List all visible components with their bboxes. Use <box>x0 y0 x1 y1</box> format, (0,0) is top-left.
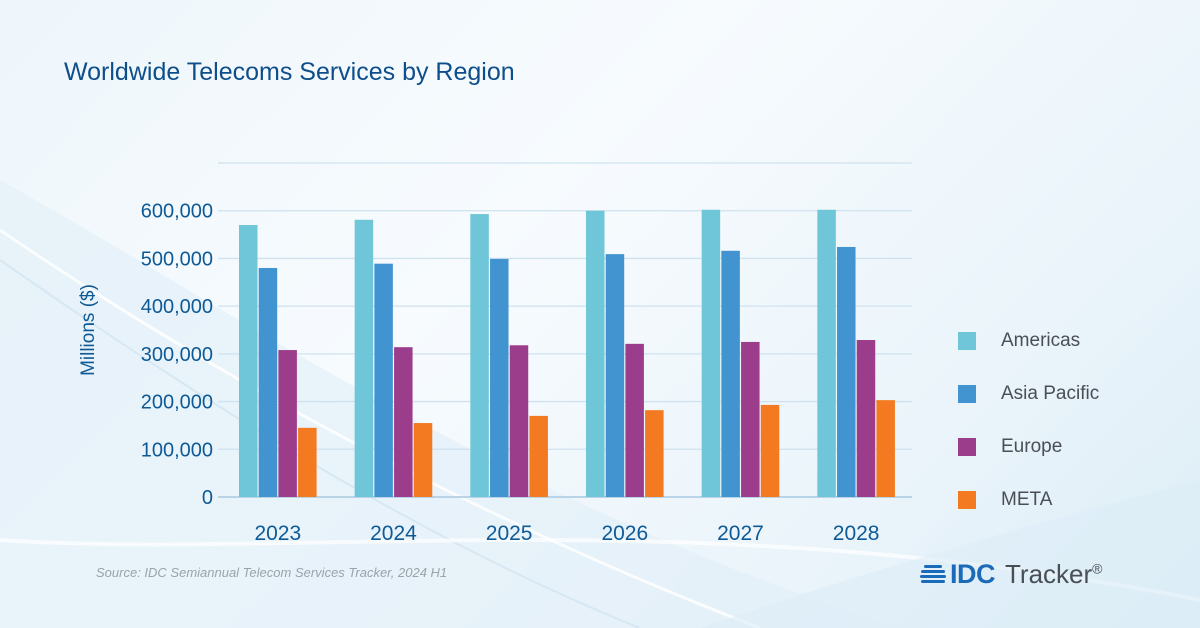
bar-europe-2025 <box>509 345 529 497</box>
bar-europe-2028 <box>856 340 876 497</box>
legend: Americas Asia Pacific Europe META <box>958 314 1099 526</box>
bar-asia-pacific-2028 <box>837 246 856 497</box>
legend-item-meta: META <box>958 473 1099 526</box>
bar-europe-2026 <box>625 343 644 497</box>
bar-asia-pacific-2025 <box>490 258 509 497</box>
y-tick-label: 500,000 <box>141 248 213 270</box>
legend-label: Asia Pacific <box>1001 382 1100 404</box>
x-tick-label: 2025 <box>486 522 533 545</box>
x-tick-label: 2027 <box>717 522 764 545</box>
bar-americas-2028 <box>817 209 836 497</box>
bar-meta-2027 <box>760 404 780 497</box>
legend-swatch <box>958 437 976 456</box>
y-tick-label: 600,000 <box>141 201 213 223</box>
idc-globe-icon <box>920 564 946 583</box>
y-tick-label: 100,000 <box>141 439 213 461</box>
legend-swatch <box>958 490 976 509</box>
logo-product-text: Tracker <box>1005 559 1093 589</box>
legend-label: Europe <box>1001 435 1063 457</box>
y-tick-label: 400,000 <box>141 296 213 318</box>
bar-europe-2023 <box>278 350 297 497</box>
gridlines <box>218 162 912 498</box>
legend-label: META <box>1001 488 1053 510</box>
y-tick-label: 300,000 <box>141 344 213 366</box>
legend-item-europe: Europe <box>958 420 1099 473</box>
bar-meta-2026 <box>645 410 664 497</box>
y-tick-label: 200,000 <box>141 392 213 414</box>
bar-asia-pacific-2026 <box>605 254 625 497</box>
y-tick-label: 0 <box>202 487 213 509</box>
bar-americas-2027 <box>701 209 721 497</box>
x-tick-labels: 2023 2024 2025 2026 2027 2028 <box>254 522 879 545</box>
legend-swatch <box>958 384 976 403</box>
logo-brand: IDC <box>950 559 996 589</box>
bar-meta-2023 <box>298 427 317 497</box>
source-note: Source: IDC Semiannual Telecom Services … <box>96 565 448 580</box>
logo-product: Tracker® <box>1005 559 1102 590</box>
bars <box>239 209 895 497</box>
legend-item-americas: Americas <box>958 314 1099 367</box>
legend-item-asia-pacific: Asia Pacific <box>958 367 1099 420</box>
idc-tracker-logo: IDC Tracker® <box>920 559 1102 590</box>
x-tick-label: 2028 <box>833 522 880 545</box>
bar-asia-pacific-2024 <box>374 263 393 497</box>
y-tick-labels: 0 100,000 200,000 300,000 400,000 500,000 600,… <box>141 201 213 509</box>
bar-europe-2027 <box>741 341 760 497</box>
registered-mark: ® <box>1092 560 1103 577</box>
bar-meta-2025 <box>529 415 548 497</box>
bar-americas-2025 <box>470 214 489 497</box>
x-tick-label: 2023 <box>254 522 301 545</box>
bar-meta-2024 <box>413 423 433 497</box>
bar-asia-pacific-2023 <box>258 267 278 497</box>
bar-americas-2024 <box>354 219 374 497</box>
bar-americas-2023 <box>239 225 258 497</box>
bar-europe-2024 <box>394 347 413 497</box>
x-tick-label: 2026 <box>601 522 648 545</box>
chart-title: Worldwide Telecoms Services by Region <box>64 58 515 86</box>
legend-swatch <box>958 331 976 350</box>
bar-americas-2026 <box>586 210 605 497</box>
legend-label: Americas <box>1001 329 1081 351</box>
bar-asia-pacific-2027 <box>721 250 740 497</box>
x-tick-label: 2024 <box>370 522 417 545</box>
bar-meta-2028 <box>876 400 895 497</box>
